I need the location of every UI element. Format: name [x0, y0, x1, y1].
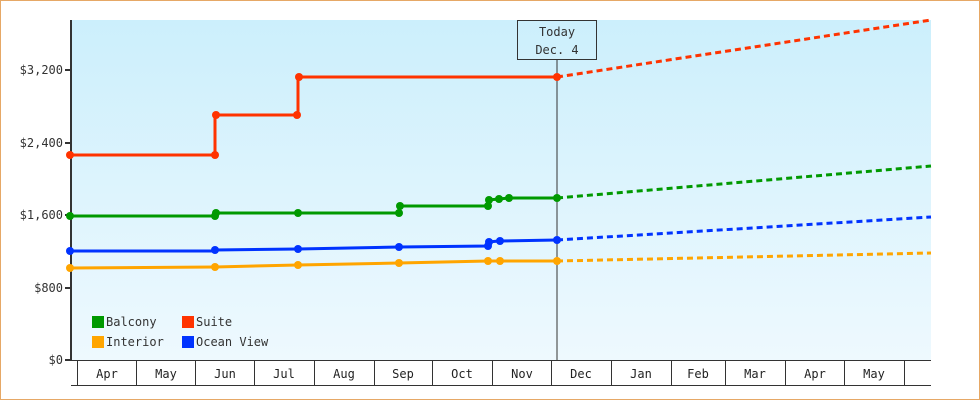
- today-marker: Today Dec. 4: [517, 20, 597, 60]
- x-axis-months: [71, 360, 931, 386]
- legend-label: Suite: [196, 315, 233, 329]
- balcony-swatch-icon: [92, 316, 104, 328]
- legend-item-ocean-view: Ocean View: [182, 335, 272, 349]
- interior-swatch-icon: [92, 336, 104, 348]
- month-label: Nov: [511, 367, 533, 381]
- y-label: $1,600: [20, 208, 63, 222]
- plot-area: [71, 20, 931, 360]
- suite-swatch-icon: [182, 316, 194, 328]
- series-balcony: [66, 164, 932, 220]
- month-label: May: [155, 367, 177, 381]
- month-label: Dec: [570, 367, 592, 381]
- y-axis-labels: $3,200 $2,400 $1,600 $800 $0: [20, 63, 63, 367]
- today-label: Today: [538, 25, 576, 39]
- legend-label: Ocean View: [196, 335, 269, 349]
- y-label: $3,200: [20, 63, 63, 77]
- legend: Balcony Suite Interior Ocean View: [92, 312, 292, 352]
- series-interior: [66, 251, 932, 272]
- month-labels: Apr May Jun Jul Aug Sep Oct Nov Dec Jan …: [96, 367, 885, 381]
- legend-label: Interior: [106, 335, 164, 349]
- series-ocean-view: [66, 215, 932, 255]
- month-label: Jul: [273, 367, 295, 381]
- y-label: $800: [34, 281, 63, 295]
- legend-item-interior: Interior: [92, 335, 182, 349]
- legend-item-balcony: Balcony: [92, 315, 182, 329]
- month-label: Sep: [392, 367, 414, 381]
- today-date: Dec. 4: [535, 43, 579, 57]
- ocean-view-swatch-icon: [182, 336, 194, 348]
- month-label: Mar: [744, 367, 766, 381]
- legend-item-suite: Suite: [182, 315, 272, 329]
- month-label: Jun: [214, 367, 236, 381]
- series-suite: [66, 18, 932, 159]
- month-label: May: [863, 367, 885, 381]
- y-label: $2,400: [20, 136, 63, 150]
- y-label: $0: [49, 353, 63, 367]
- legend-label: Balcony: [106, 315, 157, 329]
- month-label: Apr: [96, 367, 118, 381]
- month-label: Oct: [451, 367, 473, 381]
- month-label: Apr: [804, 367, 826, 381]
- month-label: Jan: [630, 367, 652, 381]
- month-label: Aug: [333, 367, 355, 381]
- month-label: Feb: [687, 367, 709, 381]
